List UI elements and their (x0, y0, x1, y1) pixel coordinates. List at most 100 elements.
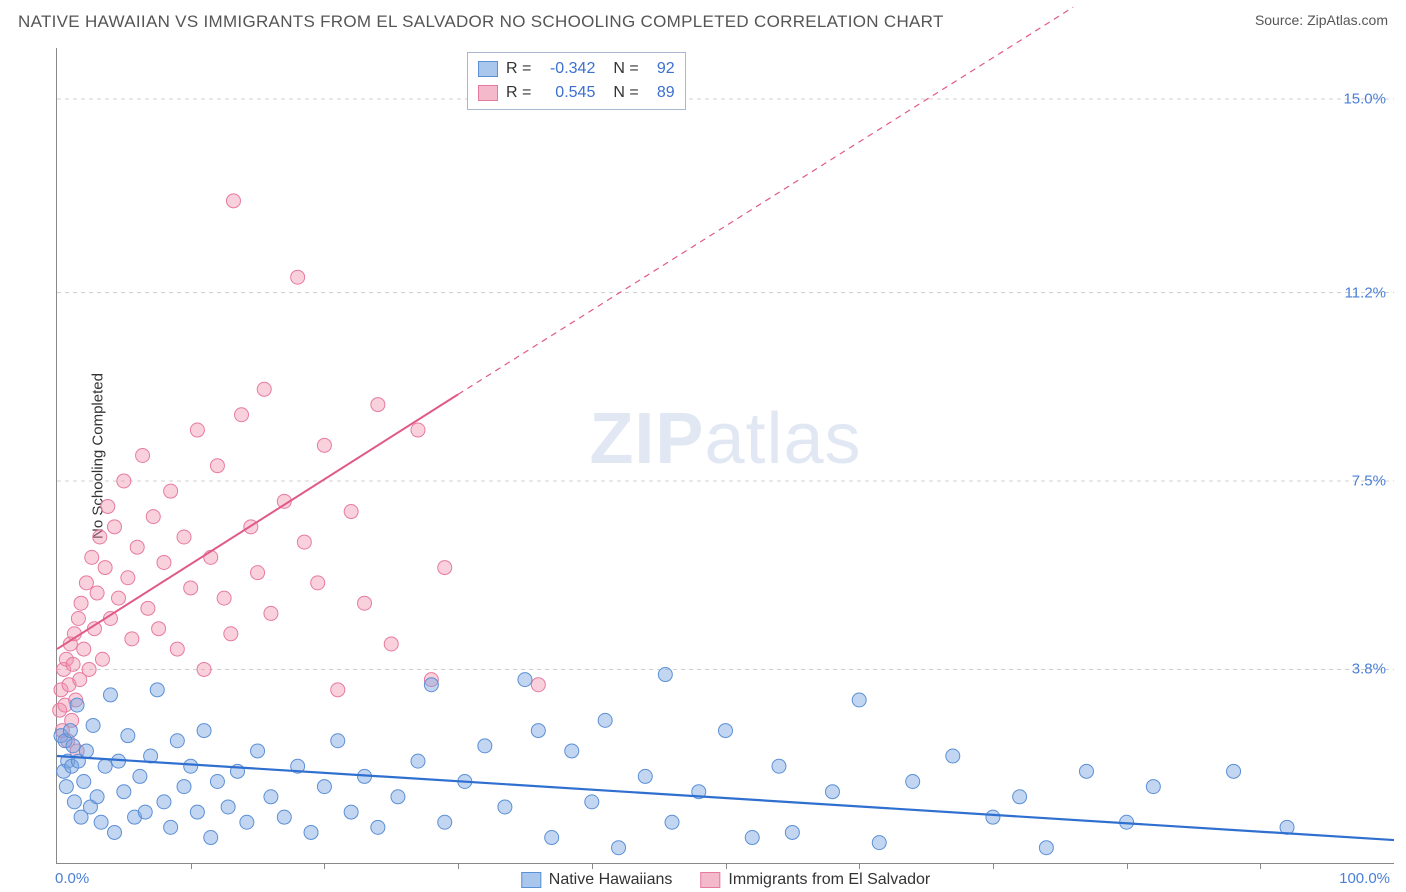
scatter-point (221, 800, 235, 814)
scatter-point (77, 642, 91, 656)
scatter-point (872, 836, 886, 850)
scatter-point (121, 571, 135, 585)
scatter-point (66, 739, 80, 753)
scatter-point (90, 790, 104, 804)
scatter-point (1227, 764, 1241, 778)
scatter-point (130, 540, 144, 554)
scatter-point (1013, 790, 1027, 804)
scatter-point (772, 759, 786, 773)
scatter-point (190, 423, 204, 437)
scatter-point (986, 810, 1000, 824)
scatter-point (331, 683, 345, 697)
scatter-point (304, 825, 318, 839)
stat-n-label-b: N = (613, 81, 638, 105)
scatter-point (133, 769, 147, 783)
x-tick (324, 863, 325, 869)
bottom-legend: Native Hawaiians Immigrants from El Salv… (521, 871, 930, 889)
scatter-point (317, 438, 331, 452)
scatter-point (79, 576, 93, 590)
scatter-point (107, 520, 121, 534)
legend-swatch-a (521, 872, 541, 888)
scatter-point (565, 744, 579, 758)
scatter-point (190, 805, 204, 819)
scatter-point (317, 780, 331, 794)
y-tick-label: 7.5% (1352, 472, 1386, 489)
scatter-point (67, 795, 81, 809)
scatter-point (658, 668, 672, 682)
scatter-point (531, 724, 545, 738)
scatter-point (424, 678, 438, 692)
scatter-point (371, 398, 385, 412)
scatter-point (344, 505, 358, 519)
scatter-point (112, 591, 126, 605)
scatter-point (251, 566, 265, 580)
scatter-point (371, 820, 385, 834)
x-tick (993, 863, 994, 869)
scatter-point (210, 775, 224, 789)
scatter-point (1039, 841, 1053, 855)
scatter-point (291, 270, 305, 284)
scatter-point (79, 744, 93, 758)
scatter-point (598, 713, 612, 727)
scatter-point (946, 749, 960, 763)
scatter-point (251, 744, 265, 758)
x-tick (1127, 863, 1128, 869)
scatter-point (184, 759, 198, 773)
x-max-label: 100.0% (1339, 870, 1390, 887)
scatter-point (117, 474, 131, 488)
scatter-point (117, 785, 131, 799)
scatter-point (240, 815, 254, 829)
x-tick (191, 863, 192, 869)
scatter-point (217, 591, 231, 605)
y-tick-label: 11.2% (1345, 284, 1386, 301)
scatter-point (344, 805, 358, 819)
y-tick-label: 15.0% (1343, 90, 1386, 107)
scatter-point (86, 718, 100, 732)
scatter-point (210, 459, 224, 473)
x-tick (592, 863, 593, 869)
swatch-b (478, 85, 498, 101)
scatter-point (612, 841, 626, 855)
scatter-point (63, 724, 77, 738)
stat-r-value-b: 0.545 (539, 81, 595, 105)
scatter-point (906, 775, 920, 789)
scatter-point (585, 795, 599, 809)
scatter-point (331, 734, 345, 748)
x-tick (1260, 863, 1261, 869)
stat-r-label-a: R = (506, 57, 531, 81)
scatter-point (103, 688, 117, 702)
legend-item-b: Immigrants from El Salvador (700, 871, 930, 889)
scatter-point (297, 535, 311, 549)
trend-line-a (57, 756, 1394, 840)
scatter-point (107, 825, 121, 839)
scatter-point (545, 831, 559, 845)
stats-row-b: R = 0.545 N = 89 (478, 81, 675, 105)
scatter-point (204, 831, 218, 845)
stat-n-label-a: N = (613, 57, 638, 81)
scatter-point (98, 759, 112, 773)
scatter-point (164, 484, 178, 498)
scatter-point (235, 408, 249, 422)
chart-header: NATIVE HAWAIIAN VS IMMIGRANTS FROM EL SA… (0, 0, 1406, 38)
scatter-point (719, 724, 733, 738)
legend-label-a: Native Hawaiians (549, 871, 673, 889)
scatter-point (93, 530, 107, 544)
scatter-point (438, 561, 452, 575)
legend-swatch-b (700, 872, 720, 888)
scatter-point (224, 627, 238, 641)
scatter-point (184, 581, 198, 595)
scatter-point (77, 775, 91, 789)
scatter-point (90, 586, 104, 600)
scatter-point (98, 561, 112, 575)
scatter-point (157, 555, 171, 569)
scatter-point (157, 795, 171, 809)
scatter-point (197, 662, 211, 676)
scatter-point (411, 754, 425, 768)
scatter-point (170, 734, 184, 748)
x-tick (859, 863, 860, 869)
scatter-point (152, 622, 166, 636)
stat-n-value-b: 89 (647, 81, 675, 105)
stats-row-a: R = -0.342 N = 92 (478, 57, 675, 81)
scatter-point (71, 612, 85, 626)
stat-r-value-a: -0.342 (539, 57, 595, 81)
